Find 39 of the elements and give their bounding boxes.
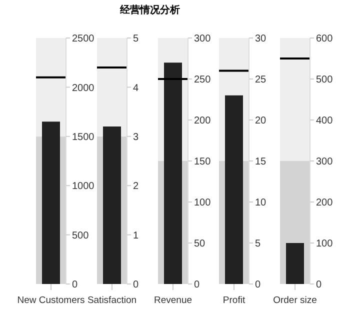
y-tick-label: 2000 [72,82,95,94]
x-tick-label: Order size [273,295,317,306]
y-tick-label: 200 [194,116,212,127]
y-tick-label: 15 [255,156,267,168]
y-tick-label: 100 [316,238,334,250]
y-tick-label: 0 [194,280,200,291]
y-tick-label: 300 [316,156,334,168]
y-tick-label: 0 [133,280,139,291]
x-tick-label: Profit [222,295,246,306]
y-tick-label: 600 [316,34,334,45]
y-tick-label: 0 [316,280,322,291]
y-tick-label: 2 [133,181,139,192]
y-tick-label: 3 [133,132,139,143]
x-tick-label: Satisfaction [87,295,137,306]
y-tick-label: 500 [72,230,90,242]
y-tick-label: 300 [194,34,212,45]
y-tick-label: 0 [255,280,261,291]
y-tick-label: 10 [255,198,267,209]
y-tick-label: 1 [133,230,139,242]
y-tick-label: 5 [255,238,261,250]
y-tick-label: 5 [133,34,139,45]
y-tick-label: 25 [255,74,267,86]
y-tick-label: 1000 [72,181,95,192]
x-tick-label: Revenue [154,295,192,306]
y-tick-label: 150 [194,156,212,168]
y-tick-label: 0 [72,280,78,291]
y-tick-label: 4 [133,82,139,94]
y-tick-label: 30 [255,34,267,45]
y-tick-label: 50 [194,238,206,250]
y-tick-label: 200 [316,198,334,209]
y-tick-label: 100 [194,198,212,209]
y-tick-label: 20 [255,116,267,127]
y-tick-label: 1500 [72,132,95,143]
y-tick-label: 2500 [72,34,95,45]
y-tick-label: 400 [316,116,334,127]
y-tick-label: 250 [194,74,212,86]
y-tick-label: 500 [316,74,334,86]
x-tick-label: New Customers [17,295,86,306]
chart-title: 经营情况分析 [118,4,181,17]
